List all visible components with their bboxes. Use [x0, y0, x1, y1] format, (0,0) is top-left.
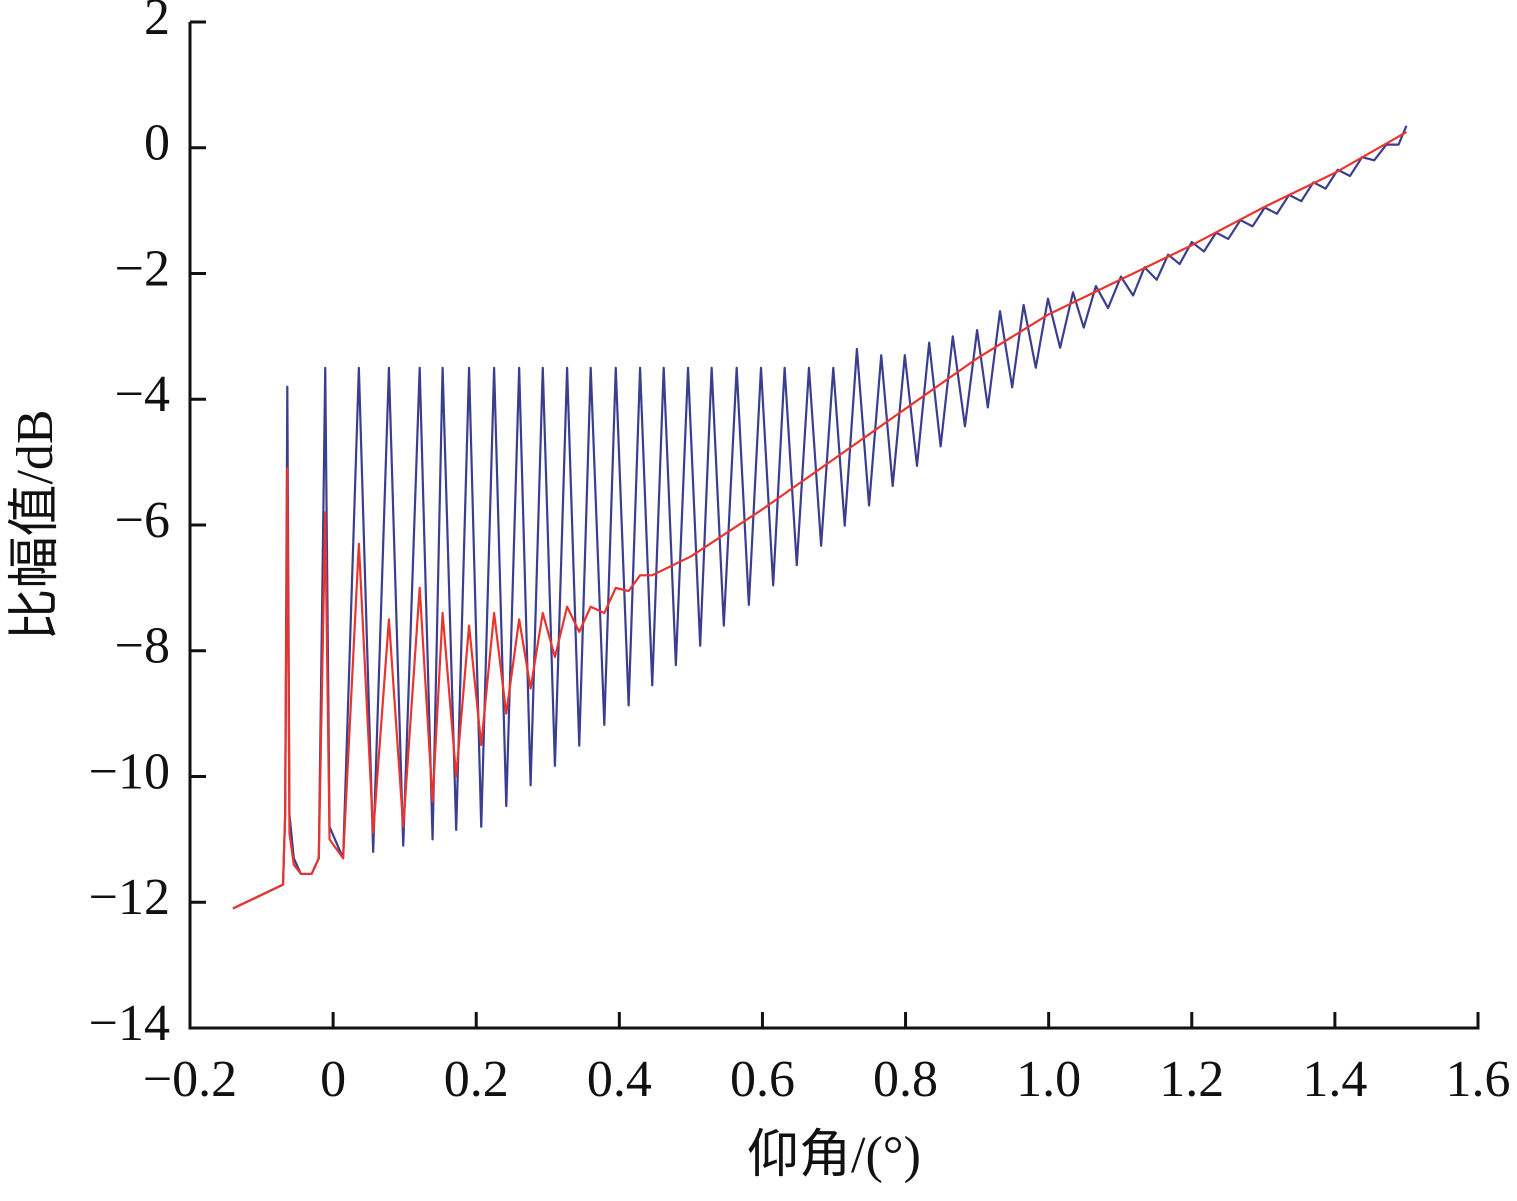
x-tick-label: 1.0	[1016, 1051, 1081, 1108]
x-tick-label: 1.4	[1302, 1051, 1367, 1108]
y-tick-label: −8	[115, 618, 170, 675]
y-tick-label: −12	[89, 869, 170, 926]
y-tick-label: −10	[89, 743, 170, 800]
x-tick-label: 1.6	[1446, 1051, 1511, 1108]
y-tick-label: 2	[144, 0, 170, 46]
y-tick-label: −14	[89, 995, 170, 1052]
y-tick-label: −4	[115, 366, 170, 423]
x-tick-label: −0.2	[143, 1051, 237, 1108]
y-tick-label: −2	[115, 240, 170, 297]
x-tick-label: 0	[320, 1051, 346, 1108]
y-tick-label: 0	[144, 115, 170, 172]
y-axis-label: 比幅值/dB	[7, 409, 64, 640]
y-tick-label: −6	[115, 492, 170, 549]
x-axis-label: 仰角/(°)	[747, 1127, 921, 1184]
data-line	[232, 131, 1407, 910]
x-tick-label: 0.2	[444, 1051, 509, 1108]
x-tick-label: 0.8	[873, 1051, 938, 1108]
x-tick-label: 0.6	[730, 1051, 795, 1108]
x-tick-label: 1.2	[1159, 1051, 1224, 1108]
x-tick-label: 0.4	[587, 1051, 652, 1108]
data-line	[232, 125, 1408, 910]
